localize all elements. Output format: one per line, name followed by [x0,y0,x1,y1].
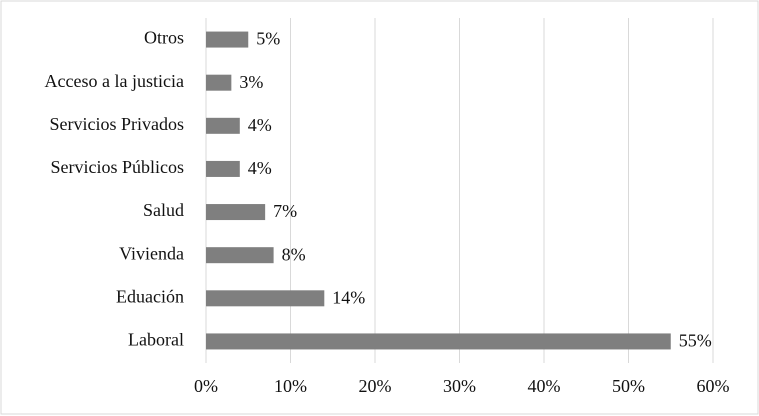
y-tick-label: Laboral [128,330,184,350]
y-tick-label: Salud [143,200,184,220]
x-tick-label: 50% [612,376,645,396]
x-tick-label: 0% [194,376,218,396]
x-tick-label: 40% [528,376,561,396]
y-tick-label: Servicios Públicos [51,157,185,177]
value-label: 4% [248,115,272,135]
y-tick-label: Acceso a la justicia [45,71,184,91]
bar [206,247,274,264]
bar [206,74,232,91]
x-tick-label: 10% [274,376,307,396]
bar [206,31,249,48]
y-tick-label: Servicios Privados [50,114,185,134]
x-tick-label: 20% [359,376,392,396]
bar [206,333,671,350]
bar [206,204,266,221]
value-label: 14% [332,287,365,307]
value-label: 8% [282,244,306,264]
y-tick-label: Otros [144,28,184,48]
bar [206,117,240,134]
value-label: 3% [239,72,263,92]
bar [206,160,240,177]
bar [206,290,325,307]
value-label: 55% [679,331,712,351]
value-label: 5% [256,29,280,49]
value-label: 7% [273,201,297,221]
x-tick-label: 60% [697,376,730,396]
value-label: 4% [248,158,272,178]
y-tick-label: Eduación [116,286,184,306]
x-tick-label: 30% [443,376,476,396]
y-tick-label: Vivienda [119,243,184,263]
